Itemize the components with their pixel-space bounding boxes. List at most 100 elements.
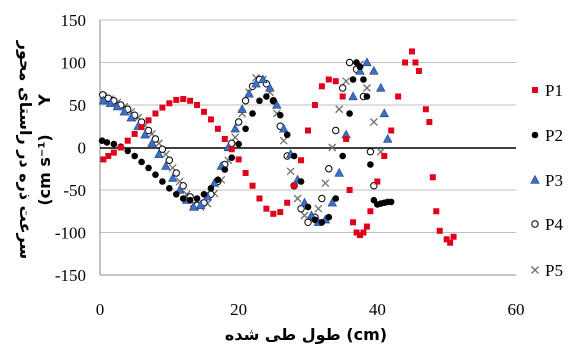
data-point-p5: [231, 133, 240, 142]
data-point-p4: [234, 118, 243, 126]
data-point-p1: [221, 136, 228, 142]
data-point-p5-stroke: [342, 77, 351, 86]
data-point-p1: [381, 153, 388, 159]
data-point-p1: [433, 208, 440, 215]
y-tick-label: 150: [61, 11, 87, 30]
data-point-p4: [325, 165, 333, 173]
data-point-p5-stroke: [148, 129, 156, 138]
data-point-p4: [172, 169, 180, 177]
data-point-p2: [221, 166, 229, 173]
data-point-p2: [193, 195, 201, 202]
y-tick-label: -50: [63, 181, 86, 200]
data-point-p3: [237, 104, 247, 113]
data-point-p5-stroke: [252, 73, 260, 82]
data-point-p3: [272, 99, 282, 109]
data-point-p2: [346, 110, 353, 117]
series-layer: [98, 48, 457, 246]
data-point-p4: [297, 205, 305, 213]
data-point-p1: [346, 187, 353, 193]
y-tick-label: 50: [69, 96, 86, 115]
data-point-p1: [429, 174, 436, 181]
data-point-p1: [388, 127, 395, 134]
data-point-p2: [276, 111, 284, 119]
data-point-p2: [283, 131, 291, 139]
data-point-p1: [318, 83, 325, 90]
x-tick-label: 40: [369, 300, 386, 319]
data-point-p2: [235, 140, 242, 148]
data-point-p3: [334, 167, 344, 177]
data-point-p1: [395, 93, 402, 100]
legend-label-p2: P2: [545, 126, 563, 145]
data-point-p3: [195, 200, 206, 209]
data-point-p2: [159, 178, 166, 185]
data-point-p1: [332, 78, 339, 85]
data-point-p2: [349, 76, 357, 83]
data-point-p3: [383, 133, 393, 143]
legend-marker-p5: [531, 266, 539, 274]
data-point-p4: [332, 126, 340, 135]
data-point-p3: [98, 95, 109, 105]
data-point-p5: [300, 211, 309, 220]
data-point-p1: [311, 102, 318, 108]
data-point-p5-stroke: [231, 133, 240, 142]
data-point-p4: [304, 218, 312, 227]
data-point-p1: [263, 205, 270, 212]
legend-marker-p3: [530, 174, 540, 184]
data-point-p1: [201, 108, 207, 115]
x-axis-title: طول طی شده (cm): [225, 325, 387, 344]
data-point-p5: [335, 105, 344, 114]
legend-marker-p5-stroke: [531, 266, 539, 274]
data-point-p1: [270, 210, 277, 217]
legend-label-p3: P3: [545, 171, 563, 190]
data-point-p1: [159, 104, 166, 111]
data-point-p3: [161, 161, 171, 170]
data-point-p3: [251, 78, 261, 88]
y-tick-labels: 150 100 50 0 -50 -100 -150: [55, 11, 86, 285]
data-point-p3: [140, 129, 150, 139]
data-point-p1: [173, 96, 180, 103]
data-point-p1: [450, 233, 457, 240]
data-point-p5-stroke: [279, 136, 288, 145]
data-point-p2: [166, 185, 173, 192]
data-point-p3: [105, 98, 116, 107]
data-point-p5: [342, 77, 351, 86]
data-point-p5: [321, 179, 330, 188]
data-point-p3: [258, 74, 268, 84]
data-point-p3: [188, 201, 199, 211]
data-point-p3: [265, 82, 275, 92]
data-point-p2: [367, 161, 374, 168]
data-point-p1: [363, 223, 370, 230]
data-point-p2: [145, 164, 152, 172]
data-point-p1: [228, 146, 235, 153]
data-point-p2: [249, 110, 256, 117]
data-point-p4: [338, 84, 347, 92]
data-point-p5-stroke: [300, 211, 309, 220]
data-point-p5-stroke: [168, 163, 177, 172]
data-point-p5: [369, 118, 378, 126]
data-point-p4: [345, 58, 354, 67]
data-point-p5-stroke: [335, 105, 344, 114]
data-point-p1: [256, 195, 263, 202]
legend-marker-p1: [532, 87, 538, 93]
data-point-p2: [332, 195, 340, 202]
data-point-p5: [286, 167, 295, 176]
data-point-p3: [119, 106, 129, 116]
data-point-p2: [172, 190, 180, 198]
data-point-p1: [194, 102, 201, 108]
legend-label-p4: P4: [545, 215, 563, 234]
data-point-p2: [256, 97, 263, 105]
data-point-p1: [138, 124, 145, 131]
legend-marker-p4: [531, 220, 539, 228]
data-point-p2: [110, 140, 118, 148]
data-point-p2: [304, 203, 312, 211]
data-point-p1: [374, 178, 381, 185]
data-point-p5-stroke: [175, 177, 184, 186]
legend-label-p1: P1: [545, 81, 563, 100]
data-point-p3: [379, 108, 389, 118]
data-point-p2: [186, 196, 194, 204]
data-point-p1: [152, 110, 159, 117]
data-point-p2: [124, 147, 132, 155]
data-point-p2: [138, 158, 145, 166]
data-point-p5-stroke: [314, 204, 323, 213]
